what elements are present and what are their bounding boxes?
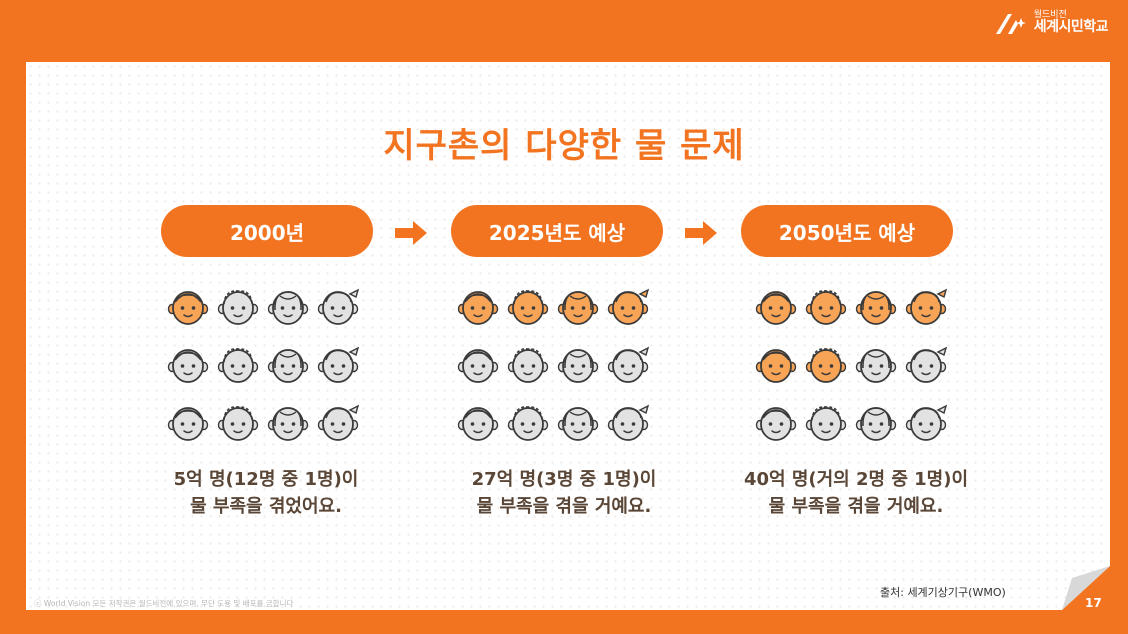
stat-text-2025: 27억 명(3명 중 1명)이 물 부족을 겪을 거예요. (414, 466, 714, 520)
face-icon (901, 400, 951, 454)
logo-line2: 세계시민학교 (1033, 19, 1109, 36)
face-icon (851, 342, 901, 396)
face-icon (213, 400, 263, 454)
face-icon (751, 400, 801, 454)
right-arrow-icon (395, 221, 427, 245)
page-curl-icon (1062, 566, 1110, 610)
face-icon (163, 342, 213, 396)
face-icon-water-scarce (801, 342, 851, 396)
face-icon-water-scarce (901, 284, 951, 338)
face-icon (901, 342, 951, 396)
face-icon (313, 400, 363, 454)
right-arrow-icon (685, 221, 717, 245)
face-icon-water-scarce (503, 284, 553, 338)
face-icon-water-scarce (603, 284, 653, 338)
face-icon (313, 284, 363, 338)
stat-line1: 27억 명(3명 중 1명)이 (471, 469, 657, 490)
face-icon-water-scarce (553, 284, 603, 338)
stat-line2: 물 부족을 겪을 거예요. (476, 496, 652, 517)
face-icon (851, 400, 901, 454)
stat-text-2050: 40억 명(거의 2명 중 1명)이 물 부족을 겪을 거예요. (706, 466, 1006, 520)
face-icon (213, 284, 263, 338)
world-vision-logo-icon (995, 14, 1026, 34)
face-grid-2050 (751, 284, 951, 448)
copyright-note: ⓒ World Vision 모든 저작권은 월드비전에 있으며, 무단 도용 … (34, 599, 294, 608)
face-icon (453, 342, 503, 396)
face-icon-water-scarce (801, 284, 851, 338)
period-label-2050: 2050년도 예상 (741, 205, 953, 257)
page-title: 지구촌의 다양한 물 문제 (383, 126, 745, 166)
face-icon (453, 400, 503, 454)
face-icon-water-scarce (751, 284, 801, 338)
source-note: 출처: 세계기상기구(WMO) (880, 586, 1006, 599)
stat-line1: 40억 명(거의 2명 중 1명)이 (743, 469, 969, 490)
face-icon (263, 342, 313, 396)
face-icon (801, 400, 851, 454)
page-number: 17 (1085, 596, 1102, 610)
period-label-2025: 2025년도 예상 (451, 205, 663, 257)
face-icon-water-scarce (163, 284, 213, 338)
face-icon-water-scarce (751, 342, 801, 396)
slide-card (26, 62, 1110, 610)
face-icon-water-scarce (851, 284, 901, 338)
face-icon (263, 284, 313, 338)
stat-line2: 물 부족을 겪을 거예요. (768, 496, 944, 517)
face-grid-2025 (453, 284, 653, 448)
world-vision-logo: 월드비전 세계시민학교 (994, 9, 1109, 36)
face-icon (313, 342, 363, 396)
stat-line2: 물 부족을 겪었어요. (190, 496, 342, 517)
face-icon (163, 400, 213, 454)
face-icon (553, 342, 603, 396)
face-icon (213, 342, 263, 396)
face-icon (553, 400, 603, 454)
face-icon (503, 342, 553, 396)
face-icon (603, 342, 653, 396)
stat-text-2000: 5억 명(12명 중 1명)이 물 부족을 겪었어요. (116, 466, 416, 520)
face-icon (503, 400, 553, 454)
face-icon-water-scarce (453, 284, 503, 338)
stat-line1: 5억 명(12명 중 1명)이 (173, 469, 359, 490)
face-grid-2000 (163, 284, 363, 448)
face-icon (603, 400, 653, 454)
logo-line1: 월드비전 (1033, 9, 1067, 20)
face-icon (263, 400, 313, 454)
period-label-2000: 2000년 (161, 205, 373, 257)
